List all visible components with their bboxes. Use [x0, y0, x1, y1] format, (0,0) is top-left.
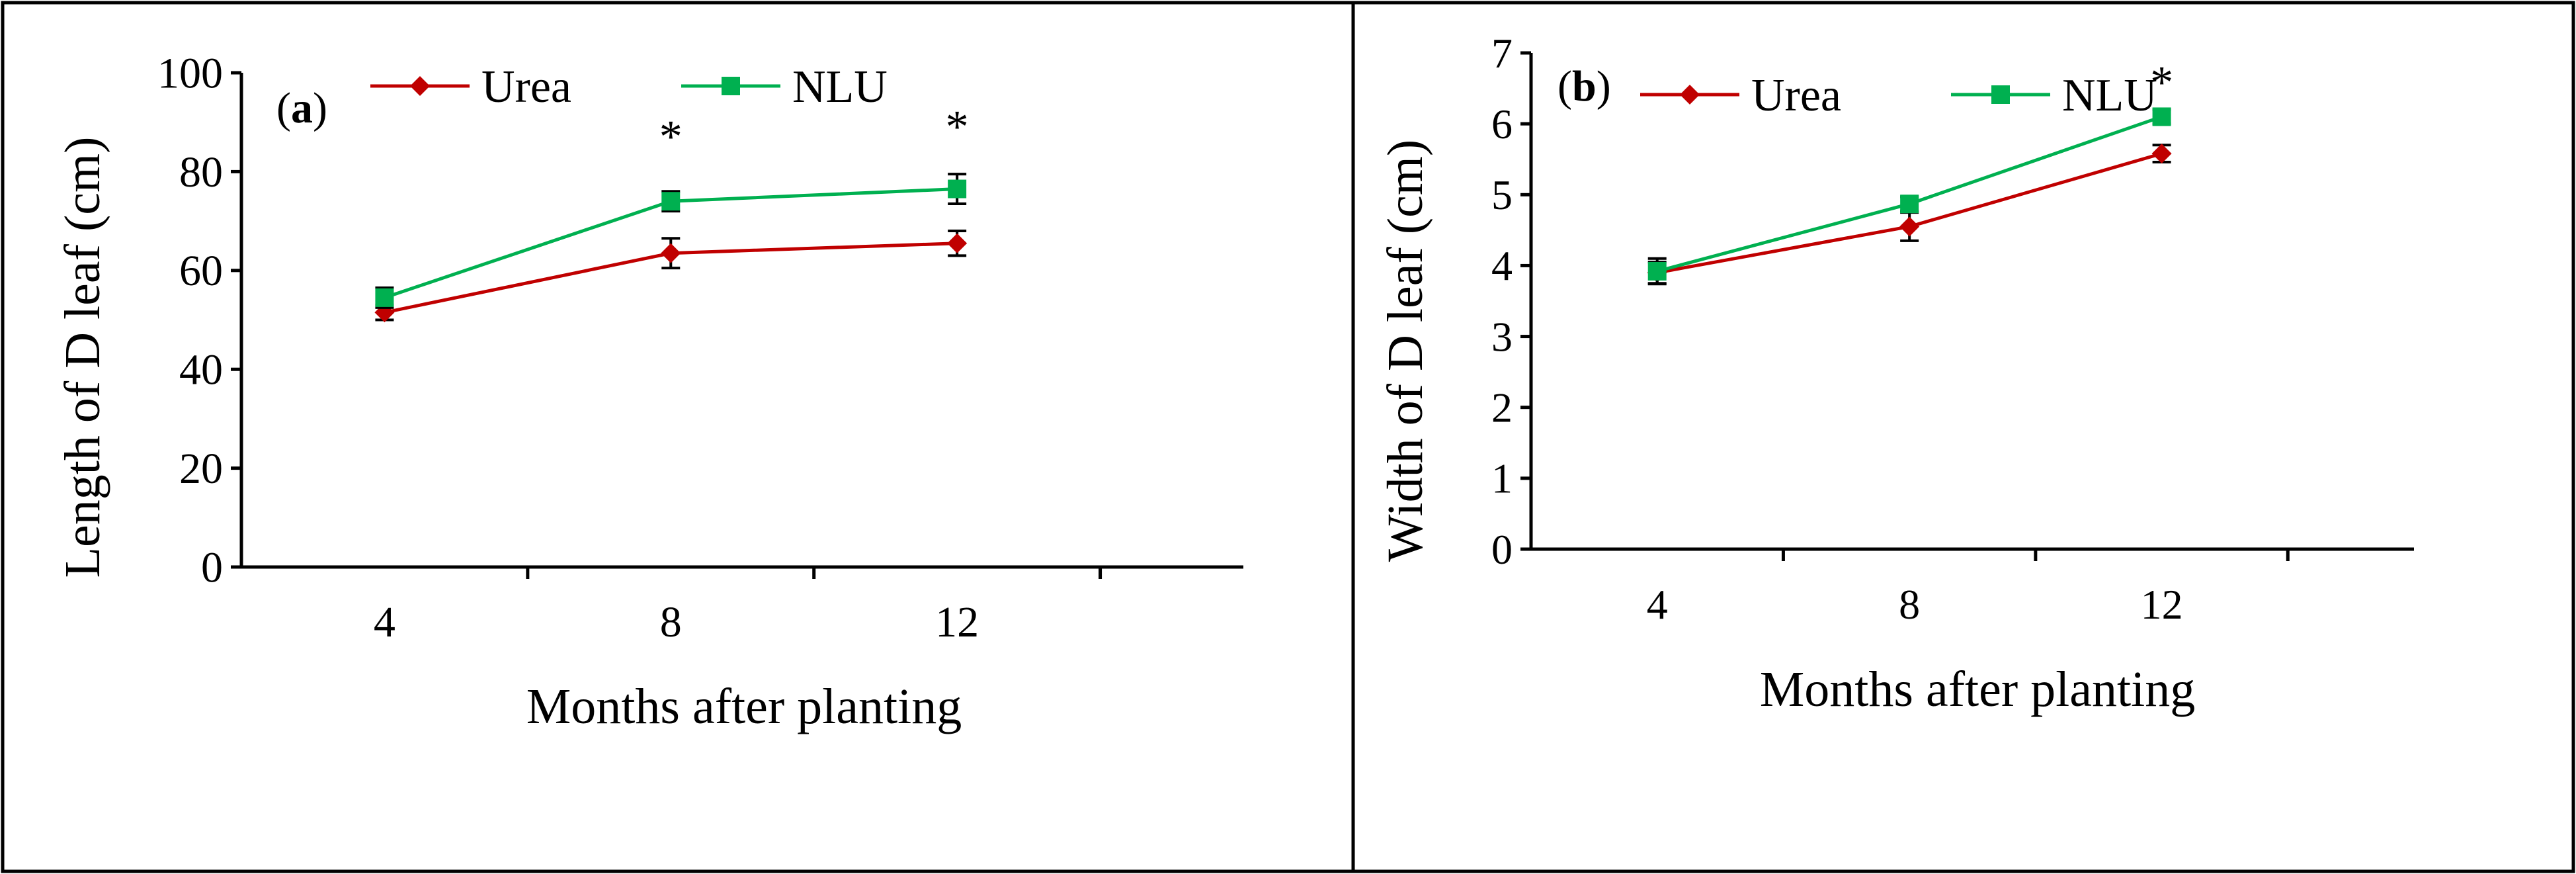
- panel-a-axes: 0 20 40 60 80 100 4 8 12: [157, 49, 1243, 646]
- panel-a-legend-urea-marker: [410, 76, 430, 96]
- panel-b-label: (b): [1558, 62, 1611, 110]
- panel-a-marks: Urea NLU * *: [370, 62, 969, 323]
- panel-b-x-tick-label: 8: [1899, 581, 1920, 628]
- panel-b-y-tick-label: 3: [1491, 313, 1513, 360]
- panel-a-urea-point: [947, 233, 968, 253]
- panel-b-y-tick-label: 0: [1491, 526, 1513, 573]
- panel-a-y-tick-label: 60: [179, 247, 223, 295]
- panel-b-nlu-point: [1900, 195, 1919, 214]
- panel-a-nlu-point: [948, 179, 967, 198]
- panel-b-y-tick-label: 2: [1491, 384, 1513, 431]
- panel-a-x-tick-label: 8: [660, 598, 682, 646]
- panel-a-chart: 0 20 40 60 80 100 4 8 12 Urea NLU * * (a) Months af…: [55, 49, 1243, 734]
- panel-a-x-tick-label: 12: [935, 598, 979, 646]
- panel-a-y-tick-label: 0: [201, 543, 223, 591]
- panel-b-y-axis-label: Width of D leaf (cm): [1378, 140, 1433, 562]
- panel-b-y-tick-label: 5: [1491, 171, 1513, 218]
- panel-b-legend-nlu-marker: [1991, 85, 2010, 104]
- panel-b-y-tick-label: 4: [1491, 242, 1513, 289]
- panel-a-significance-asterisk: *: [946, 102, 969, 153]
- panel-a-nlu-point: [375, 288, 394, 307]
- panel-a-y-tick-label: 100: [157, 49, 223, 97]
- panel-a-legend-nlu-label: NLU: [792, 62, 888, 112]
- panel-b-y-tick-label: 6: [1491, 101, 1513, 148]
- panel-a-y-tick-label: 80: [179, 148, 223, 197]
- panel-b-marks: Urea NLU*: [1640, 58, 2173, 286]
- panel-b-urea-point: [2151, 144, 2172, 164]
- panel-b-x-tick-label: 12: [2141, 581, 2183, 628]
- panel-a-nlu-point: [661, 192, 681, 211]
- panel-b-legend-nlu-label: NLU: [2062, 70, 2157, 121]
- panel-b-significance-asterisk: *: [2150, 58, 2173, 109]
- panel-b-urea-point: [1899, 216, 1920, 237]
- panel-b-x-tick-label: 4: [1647, 581, 1668, 628]
- panel-a-x-tick-label: 4: [374, 598, 395, 646]
- panel-a-x-axis-label: Months after planting: [526, 679, 962, 734]
- panel-b-x-axis-label: Months after planting: [1760, 662, 2196, 717]
- panel-b-y-tick-label: 7: [1491, 30, 1513, 77]
- panel-a-urea-point: [661, 243, 681, 263]
- panel-a-y-tick-label: 40: [179, 346, 223, 394]
- panel-a-legend-urea-label: Urea: [481, 62, 571, 112]
- panel-b-nlu-point: [2152, 107, 2171, 126]
- panel-a-legend-nlu-marker: [722, 77, 740, 95]
- panel-a-y-axis-label: Length of D leaf (cm): [55, 137, 110, 578]
- panel-b-y-tick-label: 1: [1491, 455, 1513, 502]
- panel-b-nlu-point: [1647, 262, 1667, 281]
- panel-a-y-tick-label: 20: [179, 445, 223, 493]
- panel-b-legend-urea-marker: [1680, 85, 1700, 105]
- panel-a-significance-asterisk: *: [659, 112, 683, 163]
- panel-a-label: (a): [276, 84, 327, 132]
- panel-b-legend-urea-label: Urea: [1751, 70, 1841, 121]
